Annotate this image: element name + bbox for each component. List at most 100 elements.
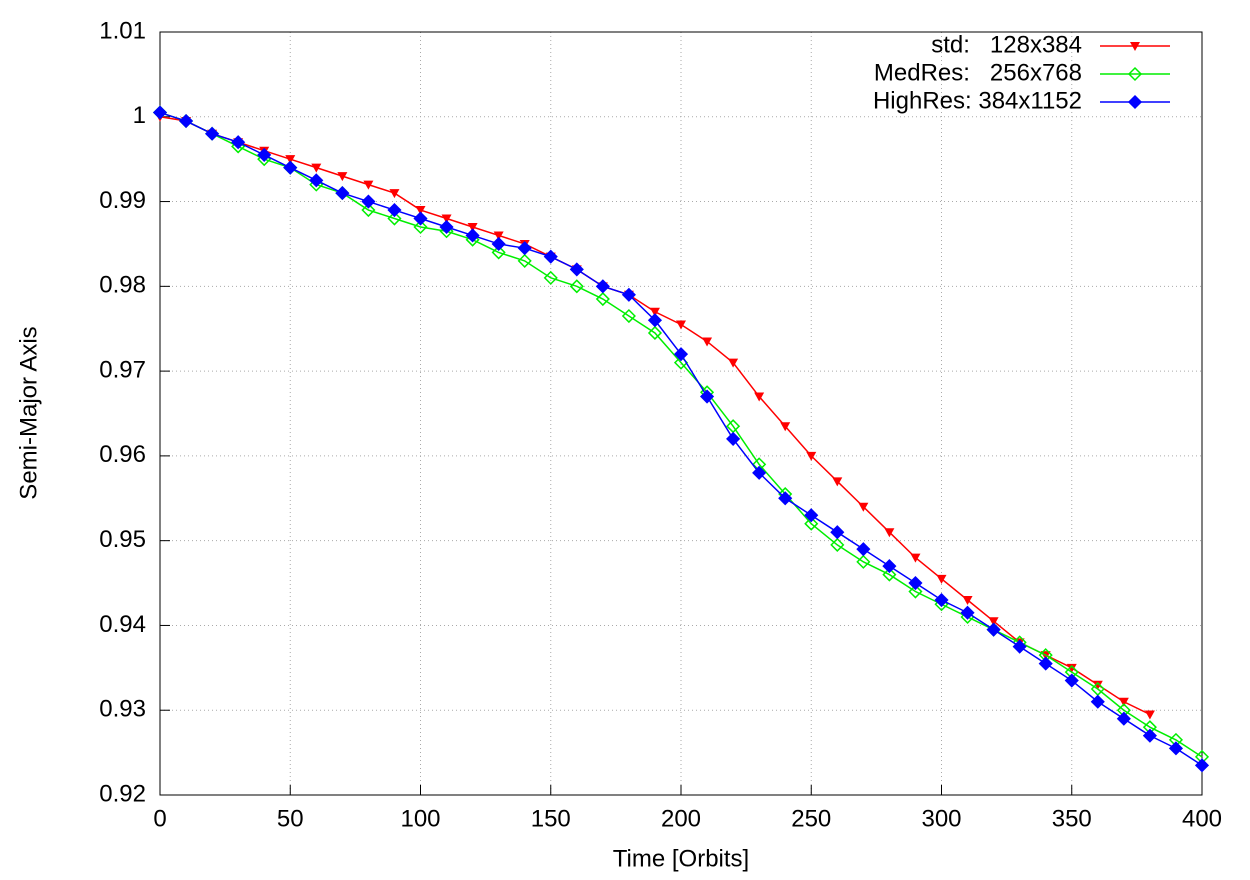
marker bbox=[647, 313, 663, 328]
marker bbox=[517, 241, 532, 256]
marker bbox=[569, 279, 584, 294]
marker bbox=[361, 202, 376, 218]
marker bbox=[882, 567, 897, 582]
marker bbox=[1194, 758, 1210, 773]
marker bbox=[257, 147, 272, 162]
marker bbox=[413, 219, 428, 235]
marker bbox=[960, 605, 975, 620]
legend-marker bbox=[1127, 66, 1143, 82]
y-tick-label: 0.92 bbox=[99, 780, 146, 807]
marker bbox=[205, 126, 220, 141]
marker bbox=[152, 105, 168, 120]
marker bbox=[621, 287, 636, 302]
marker bbox=[465, 228, 480, 243]
marker bbox=[832, 477, 843, 487]
marker bbox=[491, 245, 506, 260]
marker bbox=[754, 392, 765, 402]
x-tick-label: 250 bbox=[791, 805, 831, 832]
y-tick-label: 0.97 bbox=[99, 356, 146, 383]
y-tick-label: 1.01 bbox=[99, 17, 146, 44]
marker bbox=[934, 592, 949, 608]
marker bbox=[858, 502, 869, 512]
x-tick-label: 150 bbox=[531, 805, 571, 832]
marker bbox=[1092, 680, 1103, 690]
x-tick-label: 200 bbox=[661, 805, 701, 832]
marker bbox=[335, 186, 350, 201]
marker bbox=[1142, 728, 1157, 743]
y-tick-label: 0.93 bbox=[99, 696, 146, 723]
marker bbox=[595, 279, 610, 294]
marker bbox=[1066, 663, 1077, 673]
marker bbox=[1064, 673, 1079, 688]
y-axis-label: Semi-Major Axis bbox=[15, 326, 42, 499]
marker bbox=[856, 554, 871, 569]
marker bbox=[1168, 741, 1184, 756]
legend-marker bbox=[1130, 42, 1140, 51]
marker bbox=[389, 189, 400, 199]
marker bbox=[830, 525, 845, 540]
series-line bbox=[159, 111, 1203, 758]
marker bbox=[1012, 639, 1027, 654]
marker bbox=[778, 491, 793, 506]
marker bbox=[986, 622, 1001, 637]
marker bbox=[309, 173, 324, 188]
marker bbox=[699, 389, 715, 404]
marker bbox=[543, 249, 558, 264]
y-tick-label: 0.98 bbox=[99, 272, 146, 299]
marker bbox=[493, 231, 504, 241]
marker bbox=[780, 422, 791, 432]
marker bbox=[285, 155, 296, 165]
marker bbox=[467, 222, 478, 232]
x-axis-label: Time [Orbits] bbox=[613, 845, 749, 872]
marker bbox=[856, 542, 871, 557]
marker bbox=[1038, 656, 1053, 671]
x-tick-label: 100 bbox=[400, 805, 440, 832]
marker bbox=[647, 325, 663, 341]
marker bbox=[387, 211, 402, 226]
legend-label: MedRes: 256x768 bbox=[874, 59, 1082, 86]
marker bbox=[595, 291, 610, 307]
marker bbox=[311, 163, 322, 173]
marker bbox=[804, 516, 819, 531]
x-tick-label: 400 bbox=[1182, 805, 1222, 832]
marker bbox=[1118, 697, 1129, 707]
legend-label: std: 128x384 bbox=[931, 31, 1082, 58]
x-tick-label: 0 bbox=[153, 805, 166, 832]
marker bbox=[231, 135, 246, 150]
marker bbox=[726, 431, 741, 446]
x-tick-label: 50 bbox=[277, 805, 304, 832]
marker bbox=[752, 465, 767, 480]
marker bbox=[673, 347, 689, 362]
marker bbox=[621, 308, 636, 324]
legend-marker bbox=[1127, 94, 1143, 110]
marker bbox=[1090, 694, 1105, 709]
marker bbox=[908, 584, 923, 599]
y-tick-label: 0.94 bbox=[99, 611, 146, 638]
marker bbox=[882, 559, 897, 574]
marker bbox=[676, 320, 686, 330]
y-tick-label: 0.99 bbox=[99, 187, 146, 214]
marker bbox=[441, 214, 452, 224]
marker bbox=[936, 574, 947, 584]
marker bbox=[178, 113, 194, 129]
marker bbox=[363, 180, 374, 190]
marker bbox=[439, 219, 454, 235]
marker bbox=[415, 206, 426, 216]
marker bbox=[543, 270, 558, 285]
marker bbox=[387, 202, 402, 218]
marker bbox=[413, 211, 428, 226]
plot-frame bbox=[159, 31, 1203, 796]
marker bbox=[649, 307, 660, 317]
y-tick-label: 0.95 bbox=[99, 526, 146, 553]
series-line bbox=[159, 116, 1151, 716]
marker bbox=[1116, 711, 1131, 726]
marker bbox=[569, 262, 584, 277]
marker bbox=[830, 537, 845, 552]
marker bbox=[702, 337, 713, 347]
marker bbox=[962, 596, 973, 606]
x-tick-label: 300 bbox=[921, 805, 961, 832]
marker bbox=[728, 358, 739, 368]
marker bbox=[988, 617, 999, 627]
marker bbox=[908, 575, 923, 591]
